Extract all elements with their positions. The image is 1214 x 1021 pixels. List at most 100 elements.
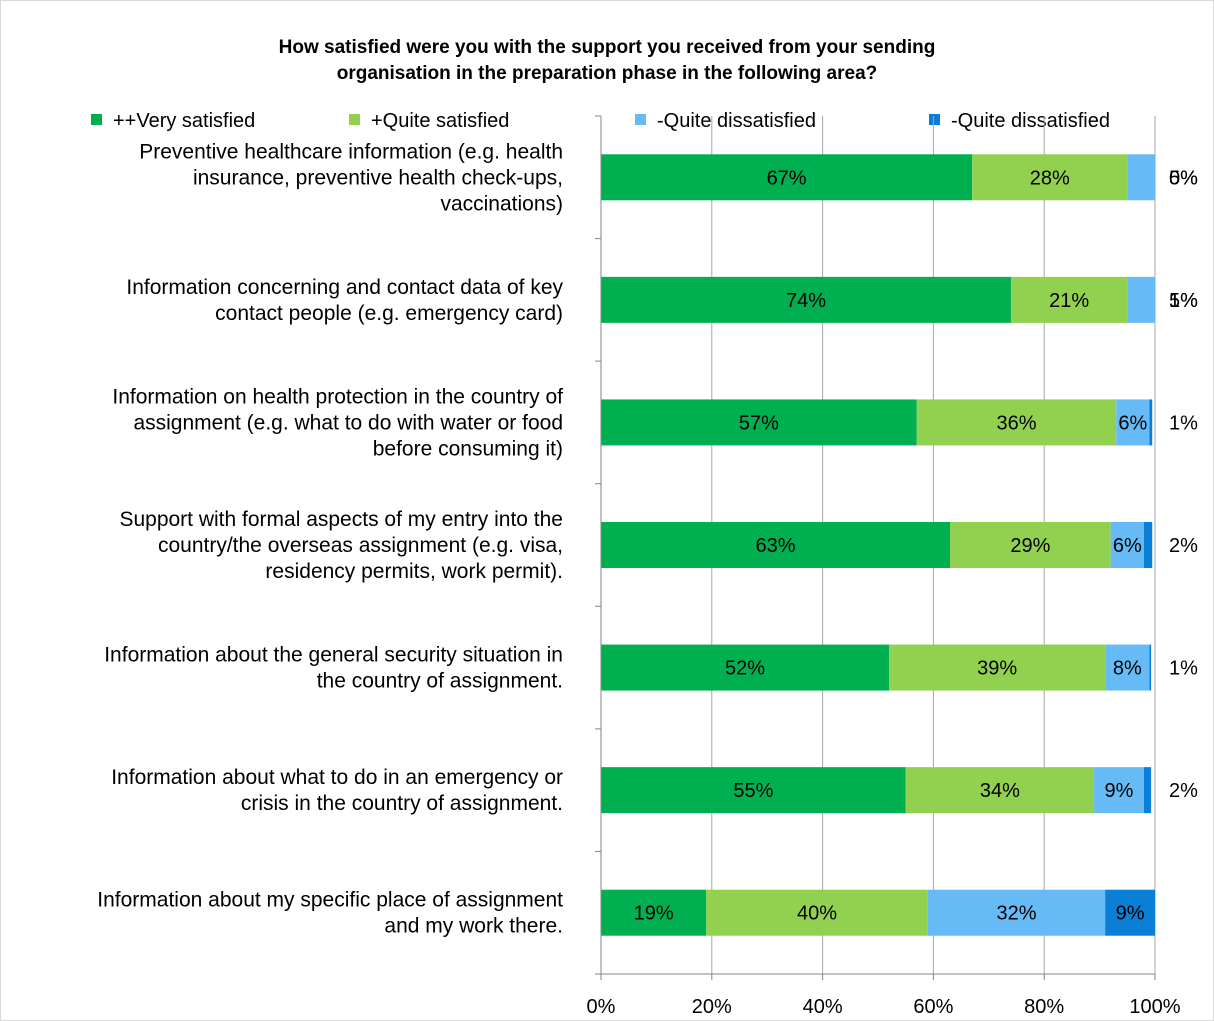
chart-title-line: organisation in the preparation phase in… (337, 63, 878, 84)
bar-segment (601, 399, 917, 446)
category-label: Information about the general security s… (104, 644, 563, 693)
data-label: 67% (767, 167, 807, 189)
data-label: 55% (733, 780, 773, 802)
legend-swatch (349, 114, 360, 125)
legend-item: ++Very satisfied (91, 110, 255, 132)
data-label: 21% (1049, 290, 1089, 312)
bar-segment (601, 889, 707, 936)
x-tick-label: 60% (913, 996, 953, 1018)
data-label: 36% (996, 412, 1036, 434)
data-label: 5% (1169, 167, 1198, 189)
bar-segment (1149, 644, 1152, 691)
bar-segment (927, 889, 1106, 936)
category-label-line: Information concerning and contact data … (126, 276, 563, 299)
data-label: 1% (1169, 412, 1198, 434)
x-tick-label: 40% (803, 996, 843, 1018)
bar-segment (1094, 767, 1144, 814)
category-label: Information concerning and contact data … (126, 276, 563, 325)
bar-segment (950, 522, 1111, 568)
bar-segment (601, 767, 906, 814)
data-label: 6% (1118, 412, 1147, 434)
bar-segment (1010, 276, 1128, 323)
category-label-line: assignment (e.g. what to do with water o… (133, 411, 563, 434)
category-label-line: Information about the general security s… (104, 644, 563, 667)
chart-title-line: How satisfied were you with the support … (279, 37, 936, 58)
legend-label: ++Very satisfied (113, 110, 255, 132)
data-label: 28% (1030, 167, 1070, 189)
category-label-line: before consuming it) (373, 437, 563, 460)
legend-item: -Quite dissatisfied (635, 110, 816, 132)
legend-label: +Quite satisfied (371, 110, 509, 132)
category-label-line: Preventive healthcare information (e.g. … (139, 140, 563, 163)
legend-item: +Quite satisfied (349, 110, 509, 132)
data-label: 8% (1113, 658, 1142, 680)
data-label: 1% (1169, 290, 1198, 312)
axes: 0% 20% 40% 60% 80% 100% (587, 115, 1181, 1018)
category-label-line: vaccinations) (440, 192, 563, 215)
data-label: 32% (996, 903, 1036, 925)
bar-segment (972, 154, 1128, 201)
category-label: Information on health protection in the … (112, 385, 563, 460)
category-label-line: crisis in the country of assignment. (241, 792, 563, 815)
category-label-line: country/the overseas assignment (e.g. vi… (158, 534, 563, 557)
category-label: Information about what to do in an emerg… (111, 766, 563, 815)
bar-segment (1143, 767, 1152, 814)
legend-swatch (91, 114, 102, 125)
bar-segment (889, 644, 1106, 691)
category-label-line: the country of assignment. (317, 670, 563, 693)
data-label: 39% (977, 658, 1017, 680)
data-label: 74% (786, 290, 826, 312)
bar-segment (905, 767, 1095, 814)
data-label: 19% (634, 903, 674, 925)
data-label: 5% (1169, 290, 1198, 312)
x-tick-label: 20% (692, 996, 732, 1018)
data-label: 52% (725, 658, 765, 680)
bar-segment (601, 276, 1011, 323)
legend-label: -Quite dissatisfied (951, 110, 1110, 132)
bar-segment (1127, 276, 1155, 323)
bar-segment (1110, 522, 1144, 568)
category-label: Preventive healthcare information (e.g. … (139, 140, 563, 215)
x-tick-label: 80% (1024, 996, 1064, 1018)
x-tick-label: 0% (587, 996, 616, 1018)
data-label: 6% (1113, 535, 1142, 557)
category-label: Information about my specific place of a… (97, 889, 563, 938)
bars: 67% 28% 5%0%74% 21% 5%1%57% 36% 6% 1%63% 29% 6% 2%… (601, 154, 1198, 936)
legend-label: -Quite dissatisfied (657, 110, 816, 132)
bar-segment (601, 644, 890, 691)
bar-segment (1116, 399, 1150, 446)
data-label: 2% (1169, 535, 1198, 557)
data-label: 34% (980, 780, 1020, 802)
category-label-line: insurance, preventive health check-ups, (193, 166, 563, 189)
bar-segment (916, 399, 1117, 446)
data-label: 63% (755, 535, 795, 557)
data-label: 29% (1010, 535, 1050, 557)
category-label: Support with formal aspects of my entry … (119, 508, 563, 583)
bar-segment (1143, 522, 1153, 568)
category-label-line: contact people (e.g. emergency card) (215, 302, 563, 325)
bar-segment (1105, 889, 1155, 936)
legend-swatch (635, 114, 646, 125)
x-tick-label: 100% (1129, 996, 1180, 1018)
data-label: 57% (739, 412, 779, 434)
data-label: 40% (797, 903, 837, 925)
bar-segment (601, 522, 951, 568)
category-label-line: Information about my specific place of a… (97, 889, 563, 912)
category-label-line: Information about what to do in an emerg… (111, 766, 563, 789)
data-label: 2% (1169, 780, 1198, 802)
category-label-line: Information on health protection in the … (112, 385, 563, 408)
bar-segment (601, 154, 973, 201)
data-label: 1% (1169, 658, 1198, 680)
data-label: 0% (1169, 167, 1198, 189)
category-label-line: and my work there. (384, 915, 563, 938)
category-label-line: Support with formal aspects of my entry … (119, 508, 563, 531)
bar-segment (1127, 154, 1155, 201)
category-label-line: residency permits, work permit). (265, 560, 563, 583)
bar-segment (706, 889, 928, 936)
bar-segment (1149, 399, 1153, 446)
legend-swatch (929, 114, 940, 125)
bar-segment (1105, 644, 1150, 691)
legend-item: -Quite dissatisfied (929, 110, 1110, 132)
